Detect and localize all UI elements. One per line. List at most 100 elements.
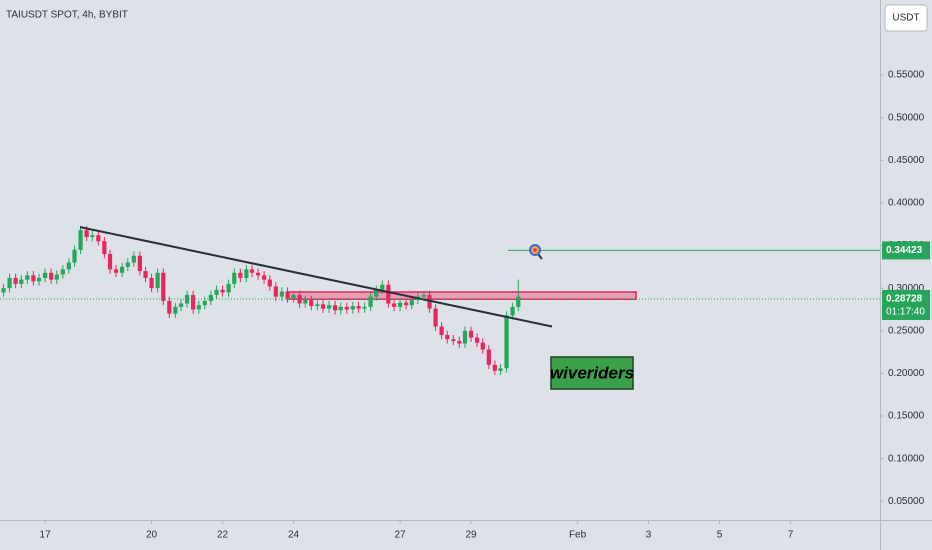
x-tick-label: 24 bbox=[288, 530, 300, 541]
candle-body bbox=[196, 305, 201, 310]
candle-body bbox=[178, 303, 184, 307]
candle-body bbox=[474, 337, 480, 343]
x-tick-label: 3 bbox=[646, 530, 652, 541]
x-tick-label: 7 bbox=[788, 530, 794, 541]
candle-body bbox=[315, 304, 320, 307]
candle-body bbox=[84, 230, 89, 237]
watermark-box bbox=[550, 356, 634, 390]
y-tick-label: 0.50000 bbox=[888, 112, 925, 123]
candle-body bbox=[421, 294, 426, 297]
candle-body bbox=[309, 300, 314, 307]
candle-body bbox=[368, 296, 373, 307]
x-tick-label: 29 bbox=[465, 530, 477, 541]
candle-body bbox=[184, 294, 190, 304]
y-tick-label: 0.20000 bbox=[888, 368, 925, 379]
candle-body bbox=[498, 368, 503, 371]
candle-body bbox=[161, 272, 166, 301]
x-tick-label: 27 bbox=[395, 530, 407, 541]
candle-body bbox=[409, 300, 414, 306]
candle-body bbox=[13, 277, 18, 284]
candle-body bbox=[244, 269, 249, 278]
candle-body bbox=[362, 306, 367, 309]
currency-button[interactable] bbox=[884, 4, 928, 32]
candle-body bbox=[386, 284, 391, 304]
last-price-label: 0.28728 bbox=[886, 294, 923, 305]
y-tick-label: 0.45000 bbox=[888, 155, 925, 166]
candle-body bbox=[326, 305, 332, 309]
candle-body bbox=[208, 294, 213, 301]
candle-body bbox=[42, 272, 48, 278]
candle-body bbox=[397, 302, 403, 307]
y-tick-label: 0.10000 bbox=[888, 453, 925, 464]
x-tick-label: 17 bbox=[40, 530, 52, 541]
candle-body bbox=[7, 277, 12, 289]
candle-body bbox=[261, 275, 267, 280]
candle-body bbox=[338, 306, 343, 311]
target-price-label: 0.34423 bbox=[886, 245, 923, 256]
candle-body bbox=[54, 274, 59, 280]
currency-button-label[interactable]: USDT bbox=[892, 13, 919, 24]
candle-body bbox=[433, 308, 438, 327]
candle-body bbox=[350, 306, 355, 310]
candle-body bbox=[190, 294, 196, 310]
y-tick-label: 0.30000 bbox=[888, 283, 925, 294]
countdown-label: 01:17:40 bbox=[886, 307, 925, 318]
candle-body bbox=[60, 269, 65, 275]
y-tick-label: 0.25000 bbox=[888, 325, 925, 336]
candle-body bbox=[285, 291, 290, 299]
candle-body bbox=[480, 342, 485, 350]
candle-body bbox=[516, 296, 521, 307]
y-tick-label: 0.55000 bbox=[888, 70, 925, 81]
candle-body bbox=[374, 289, 379, 297]
candle-body bbox=[303, 300, 308, 304]
candle-body bbox=[96, 235, 101, 242]
candle-body bbox=[249, 269, 255, 273]
candle-body bbox=[131, 255, 136, 263]
candle-body bbox=[226, 283, 231, 293]
target-price-box bbox=[882, 241, 930, 260]
candle-body bbox=[510, 306, 515, 316]
candle-body bbox=[102, 241, 107, 255]
candle-body bbox=[279, 291, 284, 297]
candle-body bbox=[72, 249, 77, 263]
watermark: wiveriders bbox=[550, 363, 634, 382]
candle-body bbox=[291, 294, 296, 299]
candle-body bbox=[232, 272, 237, 284]
candle-body bbox=[143, 271, 148, 278]
candle-body bbox=[297, 294, 302, 304]
symbol-title: TAIUSDT SPOT, 4h, BYBIT bbox=[6, 10, 128, 21]
candle-body bbox=[486, 349, 491, 365]
candle-body bbox=[439, 326, 444, 336]
candle-body bbox=[120, 266, 125, 273]
y-tick-label: 0.05000 bbox=[888, 496, 925, 507]
candle-body bbox=[90, 235, 95, 237]
y-tick-label: 0.40000 bbox=[888, 198, 925, 209]
candle-body bbox=[220, 289, 225, 293]
candle-body bbox=[344, 306, 349, 310]
candle-body bbox=[451, 339, 456, 341]
candle-body bbox=[149, 277, 154, 289]
candle-body bbox=[332, 305, 338, 311]
candle-body bbox=[49, 272, 54, 280]
candle-body bbox=[167, 300, 172, 314]
candle-body bbox=[380, 284, 385, 290]
candle-body bbox=[214, 289, 219, 295]
candle-body bbox=[255, 272, 261, 276]
candle-body bbox=[31, 275, 36, 282]
candle-body bbox=[78, 230, 83, 250]
resistance-zone bbox=[286, 291, 637, 300]
trendline bbox=[80, 226, 553, 328]
target-icon bbox=[529, 244, 543, 260]
candle-body bbox=[19, 279, 24, 284]
candle-body bbox=[107, 254, 113, 270]
candle-body bbox=[445, 335, 450, 340]
candle-body bbox=[36, 277, 42, 282]
candle-body bbox=[25, 275, 30, 280]
candle-body bbox=[202, 300, 207, 306]
candle-body bbox=[267, 279, 272, 287]
candle-body bbox=[457, 340, 462, 344]
x-tick-label: 20 bbox=[146, 530, 158, 541]
candle-body bbox=[403, 302, 409, 306]
candle-body bbox=[391, 303, 397, 307]
